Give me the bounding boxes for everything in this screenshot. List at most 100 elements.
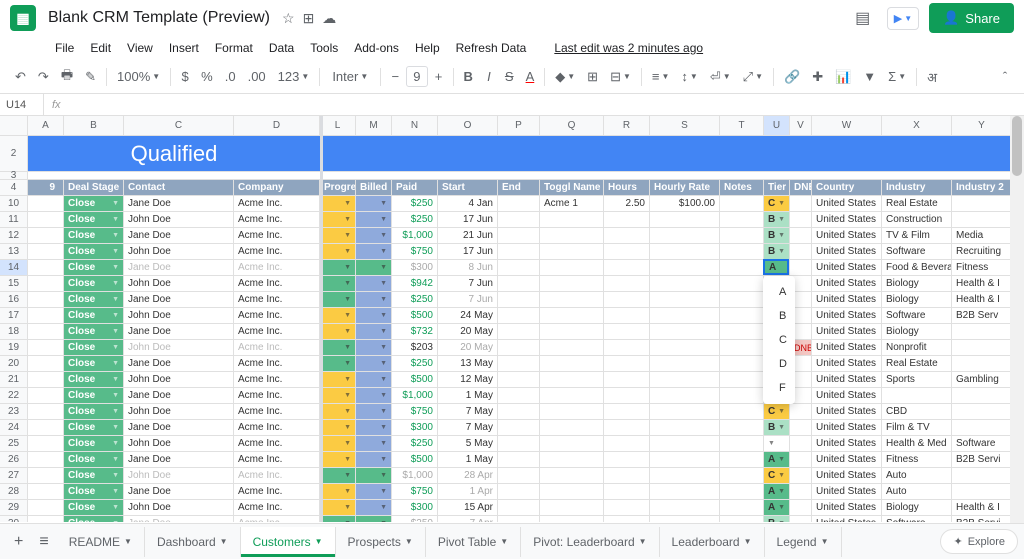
notes-cell[interactable] [720,436,764,452]
menu-data[interactable]: Data [262,38,301,58]
end-cell[interactable] [498,244,540,260]
contact-cell[interactable]: John Doe [124,340,234,356]
country-cell[interactable]: United States [812,356,882,372]
contact-cell[interactable]: Jane Doe [124,420,234,436]
industry2-cell[interactable] [952,340,1012,356]
dec-increase-button[interactable]: .00 [243,65,271,88]
company-cell[interactable]: Acme Inc. [234,356,320,372]
end-cell[interactable] [498,292,540,308]
industry2-cell[interactable] [952,468,1012,484]
progress-cell[interactable]: ▼ [320,340,356,356]
industry-cell[interactable]: Real Estate [882,356,952,372]
star-icon[interactable]: ☆ [282,10,295,27]
contact-cell[interactable]: Jane Doe [124,516,234,522]
active-cell[interactable]: A [763,259,789,275]
country-cell[interactable]: United States [812,308,882,324]
hours-cell[interactable] [604,244,650,260]
deal-cell[interactable]: Close▼ [64,468,124,484]
menu-add-ons[interactable]: Add-ons [347,38,406,58]
dnb-cell[interactable] [790,244,812,260]
tab-pivot-table[interactable]: Pivot Table▼ [426,527,521,557]
start-cell[interactable]: 7 May [438,420,498,436]
notes-cell[interactable] [720,212,764,228]
company-cell[interactable]: Acme Inc. [234,244,320,260]
contact-cell[interactable]: John Doe [124,244,234,260]
paid-cell[interactable]: $300 [392,500,438,516]
hours-cell[interactable] [604,436,650,452]
notes-cell[interactable] [720,452,764,468]
deal-cell[interactable]: Close▼ [64,212,124,228]
notes-cell[interactable] [720,244,764,260]
paid-cell[interactable]: $500 [392,308,438,324]
collapse-button[interactable]: ˆ [996,65,1014,88]
company-cell[interactable]: Acme Inc. [234,436,320,452]
country-cell[interactable]: United States [812,196,882,212]
billed-cell[interactable]: ▼ [356,324,392,340]
halign-button[interactable]: ≡▼ [647,65,675,88]
row-header-15[interactable]: 15 [0,276,28,292]
industry-cell[interactable]: Sports [882,372,952,388]
company-cell[interactable]: Acme Inc. [234,388,320,404]
header-hours[interactable]: Hours [604,180,650,196]
qualified-banner[interactable]: Qualified [28,136,320,172]
header-tier[interactable]: Tier [764,180,790,196]
progress-cell[interactable]: ▼ [320,404,356,420]
row-header-17[interactable]: 17 [0,308,28,324]
col-header-T[interactable]: T [720,116,764,135]
industry-cell[interactable]: Biology [882,500,952,516]
print-button[interactable]: 🖶 [56,62,78,92]
row-header-11[interactable]: 11 [0,212,28,228]
industry-cell[interactable]: Biology [882,276,952,292]
select-all-corner[interactable] [0,116,28,135]
tier-cell[interactable]: ▼ [764,436,790,452]
rate-cell[interactable] [650,420,720,436]
tier-cell[interactable]: B▼ [764,228,790,244]
country-cell[interactable]: United States [812,276,882,292]
menu-tools[interactable]: Tools [303,38,345,58]
merge-button[interactable]: ⊟▼ [605,65,636,89]
billed-cell[interactable]: ▼ [356,388,392,404]
contact-cell[interactable]: Jane Doe [124,196,234,212]
start-cell[interactable]: 7 Apr [438,516,498,522]
row-header-29[interactable]: 29 [0,500,28,516]
toggl-cell[interactable] [540,260,604,276]
start-cell[interactable]: 5 May [438,436,498,452]
industry2-cell[interactable]: Media [952,228,1012,244]
industry2-cell[interactable]: Software [952,436,1012,452]
fontsize-dec[interactable]: − [386,65,404,88]
row-header-22[interactable]: 22 [0,388,28,404]
industry-cell[interactable]: Auto [882,468,952,484]
header-rate[interactable]: Hourly Rate [650,180,720,196]
notes-cell[interactable] [720,340,764,356]
contact-cell[interactable]: John Doe [124,404,234,420]
toggl-cell[interactable] [540,308,604,324]
progress-cell[interactable]: ▼ [320,372,356,388]
industry2-cell[interactable]: Health & I [952,500,1012,516]
industry-cell[interactable]: Real Estate [882,196,952,212]
start-cell[interactable]: 28 Apr [438,468,498,484]
header-country[interactable]: Country [812,180,882,196]
contact-cell[interactable]: Jane Doe [124,452,234,468]
dnb-cell[interactable] [790,228,812,244]
chart-button[interactable]: 📊 [830,65,856,89]
hours-cell[interactable] [604,372,650,388]
menu-view[interactable]: View [120,38,160,58]
deal-cell[interactable]: Close▼ [64,516,124,522]
end-cell[interactable] [498,404,540,420]
row-header-25[interactable]: 25 [0,436,28,452]
deal-cell[interactable]: Close▼ [64,484,124,500]
contact-cell[interactable]: John Doe [124,212,234,228]
notes-cell[interactable] [720,372,764,388]
dropdown-opt-B[interactable]: B [763,304,795,328]
filter-button[interactable]: ▼ [858,65,881,88]
progress-cell[interactable]: ▼ [320,516,356,522]
col-header-M[interactable]: M [356,116,392,135]
industry-cell[interactable]: Software [882,516,952,522]
hours-cell[interactable] [604,484,650,500]
paint-format-button[interactable]: ✎ [80,65,101,89]
dnb-cell[interactable] [790,516,812,522]
deal-cell[interactable]: Close▼ [64,292,124,308]
industry2-cell[interactable] [952,484,1012,500]
paid-cell[interactable]: $1,000 [392,468,438,484]
paid-cell[interactable]: $942 [392,276,438,292]
